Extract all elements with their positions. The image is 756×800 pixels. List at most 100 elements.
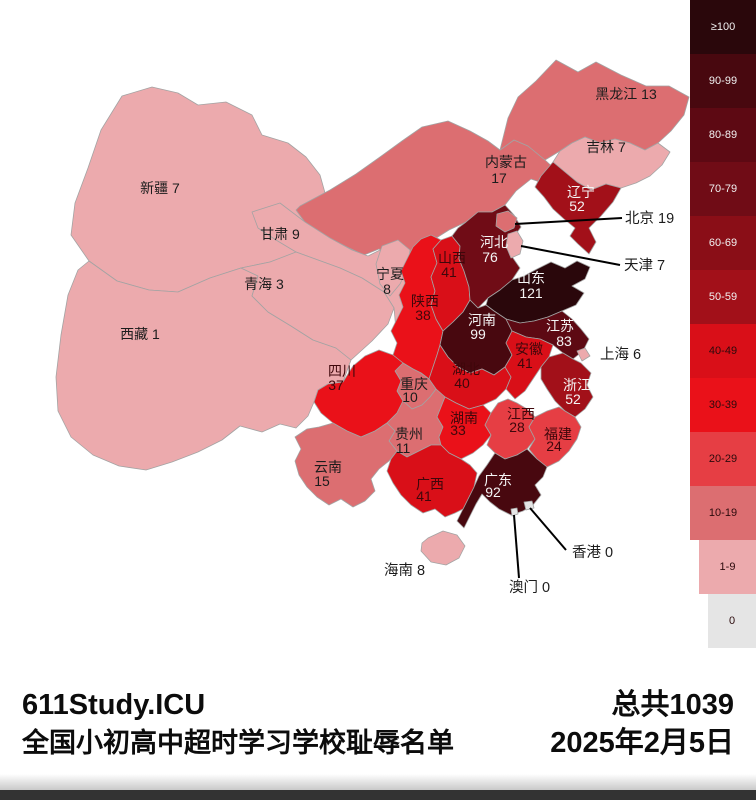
legend-band-40-49: 40-49 — [690, 324, 756, 378]
province-jiangxi — [484, 398, 536, 460]
label-jiangxi: 江西 — [507, 406, 535, 422]
color-legend: ≥100 90-99 80-89 70-79 60-69 50-59 40-49… — [690, 0, 756, 648]
label-aomen: 澳门 0 — [509, 579, 550, 596]
label-yunnan: 云南 — [314, 459, 342, 475]
province-tianjin — [505, 230, 524, 259]
province-ningxia — [375, 239, 411, 297]
legend-label: 80-89 — [708, 129, 738, 141]
label-qinghai: 青海 3 — [244, 276, 284, 292]
province-neimenggu — [295, 120, 558, 272]
legend-label: 20-29 — [708, 453, 738, 465]
label-henan: 河南 — [468, 312, 496, 328]
label-beijing: 北京 19 — [625, 210, 674, 227]
legend-band-80-89: 80-89 — [690, 108, 756, 162]
label-xinjiang: 新疆 7 — [140, 180, 180, 196]
label-shandong: 山东 — [517, 270, 545, 286]
value-guangdong: 92 — [485, 484, 501, 500]
label-shanxi: 山西 — [438, 250, 466, 266]
legend-label: 60-69 — [708, 237, 738, 249]
province-shanghai — [576, 347, 591, 362]
value-shaanxi: 38 — [415, 307, 431, 323]
aomen-callout-line — [513, 514, 520, 579]
legend-band-0: 0 — [708, 594, 756, 648]
legend-band-ge100: ≥100 — [690, 0, 756, 54]
value-shandong: 121 — [519, 285, 543, 301]
value-henan: 99 — [470, 326, 486, 342]
label-guizhou: 贵州 — [395, 426, 423, 442]
legend-label: 0 — [728, 615, 736, 627]
total-count: 总共1039 — [611, 689, 734, 721]
label-fujian: 福建 — [544, 426, 572, 442]
value-fujian: 24 — [546, 438, 562, 454]
label-xianggang: 香港 0 — [572, 544, 613, 561]
label-shanghai: 上海 6 — [600, 346, 641, 363]
province-fujian — [528, 406, 582, 468]
value-neimenggu: 17 — [491, 170, 507, 186]
beijing-callout-line — [514, 217, 623, 225]
value-yunnan: 15 — [314, 473, 330, 489]
label-ningxia: 宁夏 — [376, 266, 404, 282]
value-liaoning: 52 — [569, 198, 585, 214]
label-gansu: 甘肃 9 — [260, 226, 300, 242]
province-hainan — [420, 530, 466, 566]
china-choropleth-map: 新疆 7 西藏 1 青海 3 甘肃 9 黑龙江 13 吉林 7 宁夏 8 内蒙古… — [55, 59, 690, 596]
province-aomen — [510, 507, 519, 517]
legend-label: 40-49 — [708, 345, 738, 357]
province-anhui — [502, 330, 554, 400]
label-chongqing: 重庆 — [400, 376, 428, 392]
legend-band-1-9: 1-9 — [699, 540, 756, 594]
page-subtitle: 全国小初高中超时学习学校耻辱名单 — [22, 728, 454, 758]
label-jiangsu: 江苏 — [546, 318, 574, 334]
province-xianggang — [523, 500, 535, 511]
value-sichuan: 37 — [328, 377, 344, 393]
label-jilin: 吉林 7 — [586, 139, 626, 155]
label-xizang: 西藏 1 — [120, 326, 160, 342]
label-guangdong: 广东 — [484, 472, 512, 488]
legend-label: 10-19 — [708, 507, 738, 519]
label-tianjin: 天津 7 — [624, 257, 665, 274]
label-hainan: 海南 8 — [384, 562, 425, 579]
label-anhui: 安徽 — [515, 341, 543, 357]
legend-band-60-69: 60-69 — [690, 216, 756, 270]
value-jiangxi: 28 — [509, 419, 525, 435]
legend-band-30-39: 30-39 — [690, 378, 756, 432]
value-shanxi: 41 — [441, 264, 457, 280]
province-qinghai — [240, 251, 395, 361]
footer-left: 611Study.ICU 全国小初高中超时学习学校耻辱名单 — [22, 686, 454, 762]
bottom-fade — [0, 774, 756, 790]
value-guangxi: 41 — [416, 488, 432, 504]
footer: 611Study.ICU 全国小初高中超时学习学校耻辱名单 总共1039 202… — [0, 686, 756, 762]
label-heilongjiang: 黑龙江 13 — [595, 86, 657, 102]
legend-label: 70-79 — [708, 183, 738, 195]
legend-band-70-79: 70-79 — [690, 162, 756, 216]
value-hebei: 76 — [482, 249, 498, 265]
label-hubei: 湖北 — [452, 361, 480, 377]
tianjin-callout-line — [520, 245, 621, 266]
value-jiangsu: 83 — [556, 333, 572, 349]
label-neimenggu: 内蒙古 — [485, 154, 527, 170]
footer-right: 总共1039 2025年2月5日 — [550, 686, 734, 762]
legend-label: 30-39 — [708, 399, 738, 411]
value-hubei: 40 — [454, 375, 470, 391]
province-hunan — [436, 396, 492, 460]
bottom-bar — [0, 790, 756, 800]
value-chongqing: 10 — [402, 389, 418, 405]
label-zhejiang: 浙江 — [563, 377, 591, 393]
province-beijing — [495, 210, 518, 233]
province-liaoning — [534, 161, 622, 255]
site-title: 611Study.ICU — [22, 689, 206, 721]
label-liaoning: 辽宁 — [567, 184, 595, 200]
value-ningxia: 8 — [383, 281, 391, 297]
legend-label: 90-99 — [708, 75, 738, 87]
date-label: 2025年2月5日 — [550, 727, 734, 759]
value-anhui: 41 — [517, 355, 533, 371]
province-guangxi — [386, 444, 478, 518]
legend-band-10-19: 10-19 — [690, 486, 756, 540]
value-zhejiang: 52 — [565, 391, 581, 407]
label-guangxi: 广西 — [416, 476, 444, 492]
legend-label: ≥100 — [710, 21, 736, 33]
province-zhejiang — [540, 352, 594, 418]
label-sichuan: 四川 — [328, 363, 356, 379]
label-shaanxi: 陕西 — [411, 293, 439, 309]
